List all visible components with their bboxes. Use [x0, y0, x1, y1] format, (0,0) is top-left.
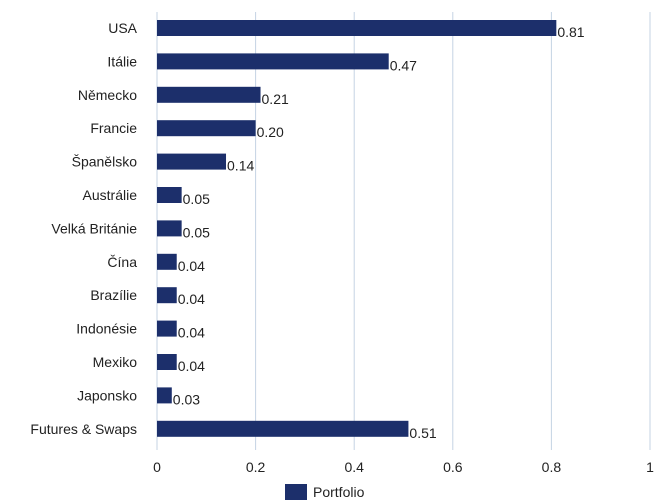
value-label: 0.04 [178, 358, 205, 374]
bar [157, 320, 177, 337]
bar [157, 420, 409, 437]
category-label: Velká Británie [51, 220, 137, 236]
category-label: Futures & Swaps [30, 421, 137, 437]
category-label: Japonsko [77, 387, 137, 403]
bar [157, 86, 261, 103]
legend: Portfolio [285, 482, 364, 502]
bar [157, 253, 177, 270]
legend-swatch [285, 484, 307, 500]
category-label: Brazílie [90, 287, 137, 303]
x-tick-label: 0.8 [542, 459, 562, 475]
value-label: 0.05 [183, 191, 210, 207]
bar [157, 187, 182, 203]
category-label: Austrálie [83, 187, 138, 203]
value-label: 0.05 [183, 224, 210, 240]
x-tick-label: 1 [646, 459, 654, 475]
value-label: 0.21 [262, 91, 289, 107]
category-label: Španělsko [72, 154, 138, 170]
x-tick-label: 0.2 [246, 459, 266, 475]
legend-label: Portfolio [313, 484, 365, 500]
value-label: 0.51 [409, 425, 436, 441]
value-label: 0.47 [390, 57, 417, 73]
category-label: Čína [107, 254, 137, 270]
value-label: 0.04 [178, 325, 205, 341]
bar [157, 287, 177, 304]
bar [157, 20, 557, 36]
category-label: Mexiko [93, 354, 138, 370]
x-tick-label: 0.4 [344, 459, 364, 475]
bar [157, 387, 172, 404]
bar [157, 53, 389, 70]
value-label: 0.04 [178, 291, 205, 307]
bar [157, 354, 177, 370]
category-label: Itálie [107, 53, 137, 69]
category-label: USA [108, 20, 137, 36]
category-label: Indonésie [76, 321, 137, 337]
bar [157, 220, 182, 237]
value-label: 0.20 [257, 124, 284, 140]
x-tick-label: 0.6 [443, 459, 463, 475]
value-label: 0.14 [227, 158, 254, 174]
value-label: 0.81 [557, 24, 584, 40]
bar [157, 120, 256, 137]
category-label: Francie [90, 120, 137, 136]
value-label: 0.03 [173, 391, 200, 407]
value-label: 0.04 [178, 258, 205, 274]
category-label: Německo [78, 87, 137, 103]
x-tick-label: 0 [153, 459, 161, 475]
bar [157, 153, 227, 170]
